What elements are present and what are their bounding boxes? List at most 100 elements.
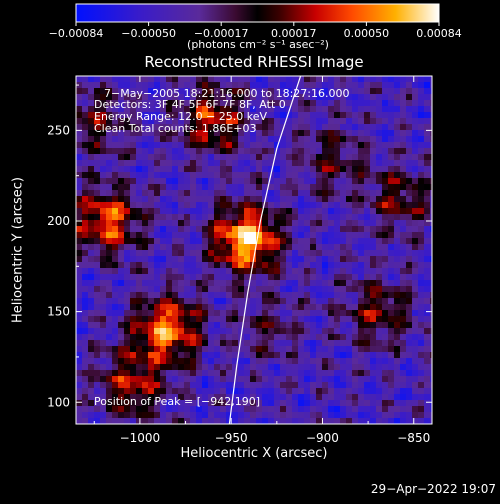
heatmap-cell bbox=[172, 346, 179, 353]
heatmap-cell bbox=[142, 304, 149, 311]
y-tick-label: 250 bbox=[47, 123, 70, 137]
heatmap-cell bbox=[136, 334, 143, 341]
heatmap-cell bbox=[184, 376, 191, 383]
heatmap-cell bbox=[256, 280, 263, 287]
heatmap-cell bbox=[262, 226, 269, 233]
heatmap-cell bbox=[400, 400, 407, 407]
heatmap-cell bbox=[148, 262, 155, 269]
heatmap-cell bbox=[412, 328, 419, 335]
heatmap-cell bbox=[322, 376, 329, 383]
heatmap-cell bbox=[226, 352, 233, 359]
heatmap-cell bbox=[328, 274, 335, 281]
heatmap-cell bbox=[394, 238, 401, 245]
heatmap-cell bbox=[334, 214, 341, 221]
heatmap-cell bbox=[304, 208, 311, 215]
heatmap-cell bbox=[250, 334, 257, 341]
heatmap-cell bbox=[226, 316, 233, 323]
heatmap-cell bbox=[172, 370, 179, 377]
heatmap-cell bbox=[94, 190, 101, 197]
heatmap-cell bbox=[88, 154, 95, 161]
heatmap-cell bbox=[160, 76, 167, 83]
heatmap-cell bbox=[322, 346, 329, 353]
heatmap-cell bbox=[358, 388, 365, 395]
heatmap-cell bbox=[82, 160, 89, 167]
heatmap-cell bbox=[298, 100, 305, 107]
heatmap-cell bbox=[262, 274, 269, 281]
heatmap-cell bbox=[160, 130, 167, 137]
heatmap-cell bbox=[406, 88, 413, 95]
heatmap-cell bbox=[148, 178, 155, 185]
heatmap-cell bbox=[190, 154, 197, 161]
heatmap-cell bbox=[382, 76, 389, 83]
heatmap-cell bbox=[292, 274, 299, 281]
heatmap-cell bbox=[94, 130, 101, 137]
heatmap-cell bbox=[310, 286, 317, 293]
heatmap-cell bbox=[406, 328, 413, 335]
heatmap-cell bbox=[268, 364, 275, 371]
heatmap-cell bbox=[112, 76, 119, 83]
heatmap-cell bbox=[88, 310, 95, 317]
heatmap-cell bbox=[124, 352, 131, 359]
heatmap-cell bbox=[88, 196, 95, 203]
heatmap-cell bbox=[250, 190, 257, 197]
heatmap-cell bbox=[262, 148, 269, 155]
heatmap-cell bbox=[334, 226, 341, 233]
heatmap-cell bbox=[136, 256, 143, 263]
heatmap-cell bbox=[364, 82, 371, 89]
heatmap-cell bbox=[112, 328, 119, 335]
heatmap-cell bbox=[430, 196, 432, 203]
heatmap-cell bbox=[118, 292, 125, 299]
heatmap-cell bbox=[154, 112, 161, 119]
heatmap-cell bbox=[406, 406, 413, 413]
heatmap-cell bbox=[166, 190, 173, 197]
heatmap-cell bbox=[106, 94, 113, 101]
heatmap-cell bbox=[400, 394, 407, 401]
heatmap-cell bbox=[178, 298, 185, 305]
heatmap-cell bbox=[298, 220, 305, 227]
heatmap-cell bbox=[244, 310, 251, 317]
heatmap-cell bbox=[304, 112, 311, 119]
heatmap-cell bbox=[148, 286, 155, 293]
heatmap-cell bbox=[358, 94, 365, 101]
heatmap-cell bbox=[364, 328, 371, 335]
heatmap-cell bbox=[430, 136, 432, 143]
heatmap-cell bbox=[232, 394, 239, 401]
heatmap-cell bbox=[154, 310, 161, 317]
heatmap-cell bbox=[88, 394, 95, 401]
heatmap-cell bbox=[322, 406, 329, 413]
heatmap-cell bbox=[430, 190, 432, 197]
heatmap-cell bbox=[196, 154, 203, 161]
heatmap-cell bbox=[250, 268, 257, 275]
heatmap-cell bbox=[190, 88, 197, 95]
heatmap-cell bbox=[76, 118, 83, 125]
heatmap-cell bbox=[160, 148, 167, 155]
heatmap-cell bbox=[274, 172, 281, 179]
heatmap-cell bbox=[424, 376, 431, 383]
heatmap-cell bbox=[196, 220, 203, 227]
heatmap-cell bbox=[364, 178, 371, 185]
heatmap-cell bbox=[166, 202, 173, 209]
heatmap-cell bbox=[304, 376, 311, 383]
heatmap-cell bbox=[166, 274, 173, 281]
heatmap-cell bbox=[388, 148, 395, 155]
heatmap-cell bbox=[310, 316, 317, 323]
heatmap-cell bbox=[400, 322, 407, 329]
heatmap-cell bbox=[280, 322, 287, 329]
heatmap-cell bbox=[232, 88, 239, 95]
heatmap-cell bbox=[424, 310, 431, 317]
heatmap-cell bbox=[238, 292, 245, 299]
heatmap-cell bbox=[178, 400, 185, 407]
heatmap-cell bbox=[424, 166, 431, 173]
heatmap-cell bbox=[250, 304, 257, 311]
heatmap-cell bbox=[142, 394, 149, 401]
heatmap-cell bbox=[292, 322, 299, 329]
heatmap-cell bbox=[220, 316, 227, 323]
heatmap-cell bbox=[346, 190, 353, 197]
heatmap-cell bbox=[178, 256, 185, 263]
heatmap-cell bbox=[238, 154, 245, 161]
heatmap-cell bbox=[136, 148, 143, 155]
heatmap-cell bbox=[208, 292, 215, 299]
heatmap-cell bbox=[172, 352, 179, 359]
heatmap-cell bbox=[346, 322, 353, 329]
heatmap-cell bbox=[166, 148, 173, 155]
